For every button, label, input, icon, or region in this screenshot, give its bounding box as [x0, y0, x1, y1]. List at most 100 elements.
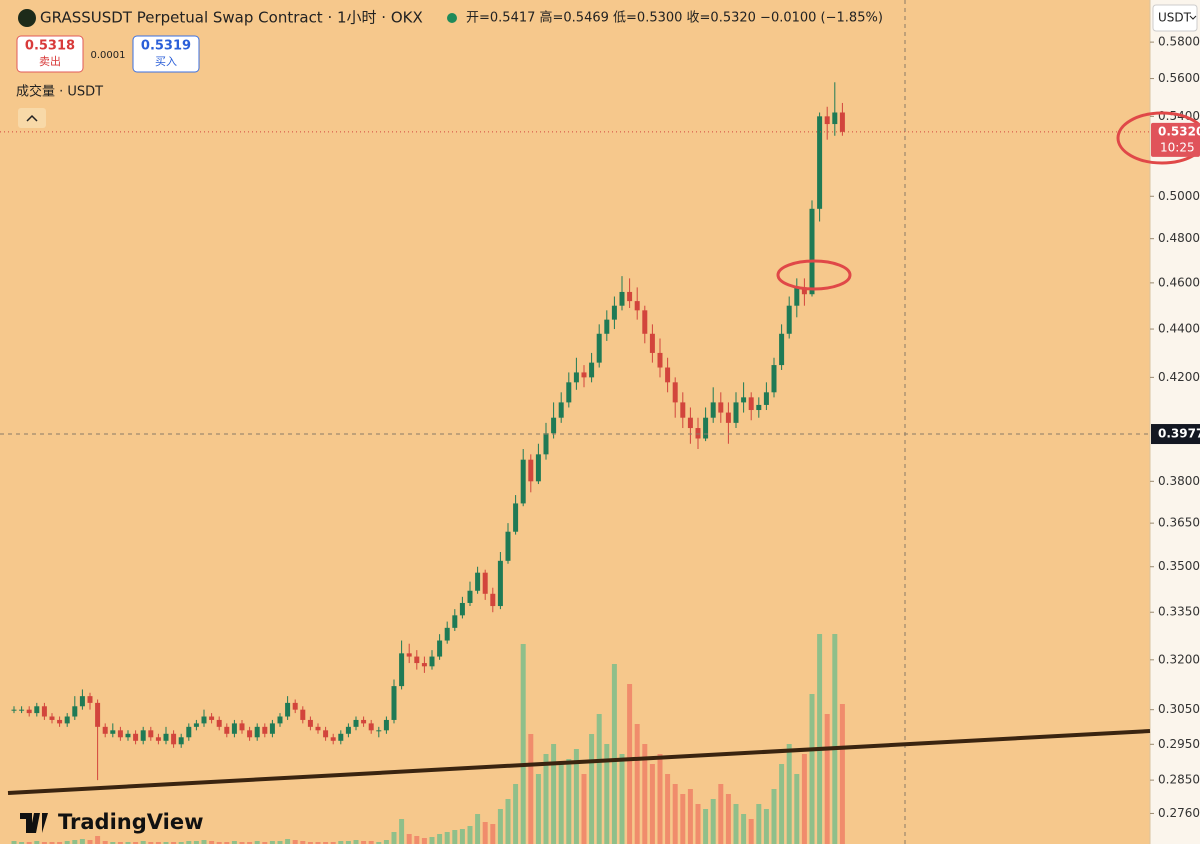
volume-bar [459, 829, 465, 844]
volume-bar [497, 809, 503, 844]
volume-bar [786, 744, 792, 844]
volume-bar [475, 814, 481, 844]
candle-body [57, 719, 63, 724]
candle-body [581, 372, 587, 378]
candle-body [718, 402, 724, 413]
buy-button[interactable] [132, 35, 200, 73]
candle-body [551, 417, 557, 434]
volume-bar [163, 842, 169, 844]
volume-bar [490, 824, 496, 844]
volume-bar [262, 842, 268, 844]
volume-bar [824, 714, 830, 844]
y-tick-label: 0.5800 [1158, 35, 1200, 49]
y-tick-label: 0.2850 [1158, 773, 1200, 787]
candle-body [429, 656, 435, 667]
volume-bar [718, 784, 724, 844]
volume-bar [505, 799, 511, 844]
candle-body [41, 706, 47, 717]
symbol-title: GRASSUSDT Perpetual Swap Contract · 1小时 … [40, 9, 423, 27]
volume-bar [627, 684, 633, 844]
candle-body [763, 392, 769, 405]
candle-body [269, 723, 275, 734]
candle-body [323, 730, 329, 738]
currency: USDT [1158, 11, 1192, 25]
volume-bar [353, 840, 359, 844]
currency-dropdown[interactable] [1152, 4, 1198, 32]
volume-bar [231, 841, 237, 844]
volume-bar [277, 841, 283, 844]
candle-body [695, 428, 701, 439]
candle-body [505, 531, 511, 561]
candle-body [171, 733, 177, 745]
volume-bar [725, 794, 731, 844]
volume-bar [573, 749, 579, 844]
volume-bar [292, 840, 298, 844]
spread: 0.0001 [91, 50, 126, 61]
volume-bar [672, 784, 678, 844]
candle-body [49, 716, 55, 720]
volume-bar [756, 804, 762, 844]
crosshair-marker [1151, 424, 1200, 445]
candle-body [285, 702, 291, 717]
y-tick-label: 0.4600 [1158, 275, 1200, 289]
sell-price: 0.5318 [25, 39, 75, 54]
candle-body [193, 723, 199, 727]
buy-price: 0.5319 [141, 39, 191, 54]
volume-bar [216, 842, 222, 844]
volume-bar [110, 842, 116, 844]
sell-label: 卖出 [39, 54, 61, 68]
volume-bar [117, 842, 123, 844]
volume-bar [383, 840, 389, 844]
y-tick-label: 0.3050 [1158, 702, 1200, 716]
volume-bar [634, 724, 640, 844]
collapse-button[interactable] [18, 108, 46, 128]
candle-body [414, 656, 420, 664]
volume-bar [87, 840, 93, 844]
volume-bar [102, 841, 108, 844]
y-tick-label: 0.3350 [1158, 605, 1200, 619]
highlight-ellipse [776, 259, 852, 291]
y-tick-label: 0.3800 [1158, 474, 1200, 488]
candle-body [315, 726, 321, 731]
candle-body [186, 726, 192, 738]
volume-bar [748, 819, 754, 844]
candle-body [558, 402, 564, 418]
y-tick-label: 0.4200 [1158, 370, 1200, 384]
volume-bar [330, 842, 336, 844]
candle-body [634, 301, 640, 311]
volume-bar [543, 754, 549, 844]
volume-bar [155, 842, 161, 844]
volume-bar [771, 789, 777, 844]
candle-body [703, 417, 709, 439]
y-tick-label: 0.2950 [1158, 737, 1200, 751]
candle-body [277, 716, 283, 724]
volume-bar [680, 794, 686, 844]
volume-bar [596, 714, 602, 844]
volume-bar [421, 838, 427, 844]
volume-bar [763, 809, 769, 844]
candle-body [406, 653, 412, 657]
y-tick-label: 0.5000 [1158, 189, 1200, 203]
candle-body [824, 116, 830, 125]
volume-bar [178, 842, 184, 844]
candle-body [361, 719, 367, 724]
volume-bar [649, 764, 655, 844]
candle-body [11, 709, 17, 711]
candle-body [513, 503, 519, 532]
sell-button[interactable] [16, 35, 84, 73]
candle-body [254, 726, 260, 738]
volume-bar [657, 754, 663, 844]
candle-body [809, 208, 815, 295]
y-tick-label: 0.2760 [1158, 806, 1200, 820]
candle-body [247, 730, 253, 738]
volume-bar [589, 734, 595, 844]
volume-bar [338, 841, 344, 844]
candles [11, 82, 845, 781]
volume-bar [581, 774, 587, 844]
volume-bar [247, 842, 253, 844]
volume-bar [64, 841, 70, 844]
candle-body [642, 310, 648, 334]
volume-bar [148, 842, 154, 844]
candle-body [338, 733, 344, 741]
volume-bar [345, 841, 351, 844]
